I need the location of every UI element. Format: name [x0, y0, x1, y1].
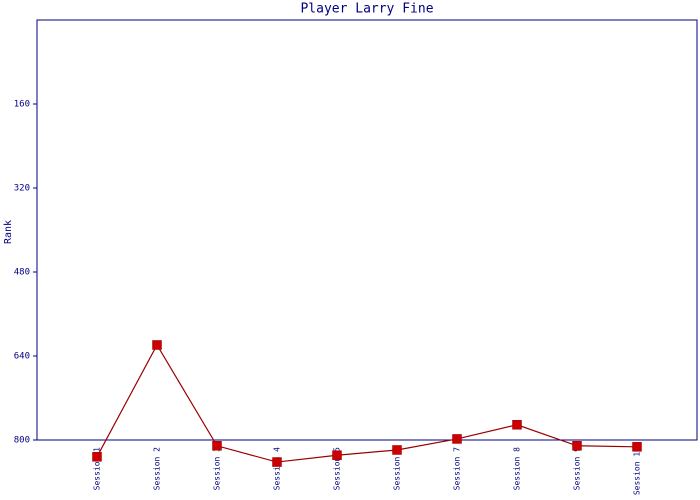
x-tick-label: Session 10 — [633, 447, 642, 495]
x-tick-label: Session 8 — [513, 447, 522, 491]
plot-frame — [36, 19, 698, 441]
point-marker — [512, 420, 522, 430]
x-tick-label: Session 9 — [573, 447, 582, 491]
x-tick-label: Session 1 — [93, 447, 102, 491]
chart-title: Player Larry Fine — [300, 2, 433, 17]
x-tick-label: Session 3 — [213, 447, 222, 491]
point-marker — [332, 450, 342, 460]
x-tick-label: Session 7 — [453, 447, 462, 491]
x-tick-label: Session 2 — [153, 447, 162, 491]
point-marker — [212, 441, 222, 451]
series-line — [96, 343, 638, 463]
x-tick-label: Session 6 — [393, 447, 402, 491]
y-axis-label: Rank — [3, 220, 14, 244]
point-marker — [572, 441, 582, 451]
point-marker — [632, 442, 642, 452]
y-tick-label: 160 — [14, 100, 30, 110]
y-tick-label: 640 — [14, 352, 30, 362]
y-tick-label: 320 — [14, 184, 30, 194]
point-marker — [452, 434, 462, 444]
point-marker — [152, 340, 162, 350]
x-tick-label: Session 4 — [273, 447, 282, 491]
point-marker — [392, 445, 402, 455]
point-marker — [92, 452, 102, 462]
point-marker — [272, 457, 282, 467]
y-tick-label: 800 — [14, 436, 30, 446]
y-tick-label: 480 — [14, 268, 30, 278]
x-tick-label: Session 5 — [333, 447, 342, 491]
